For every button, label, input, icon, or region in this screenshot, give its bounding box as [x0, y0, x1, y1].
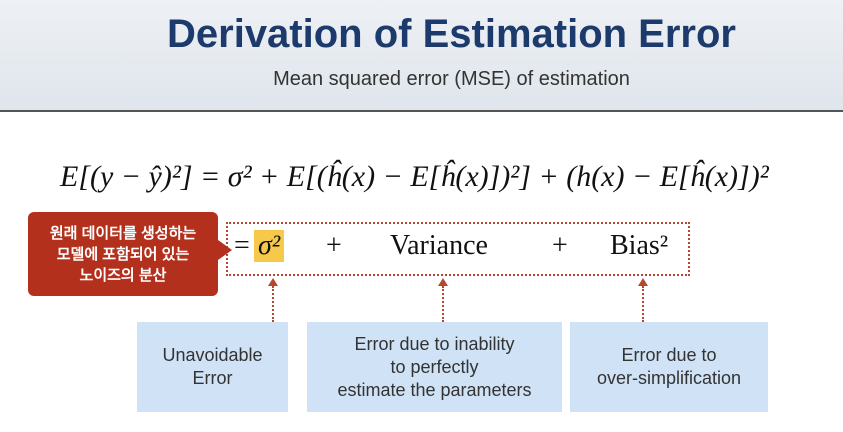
arrow — [268, 278, 278, 286]
explanation-box: Error due to inability to perfectly estima… — [307, 322, 562, 412]
plus: + — [326, 230, 342, 261]
text-line: over-simplification — [596, 368, 742, 388]
text-line: 노이즈의 분산 — [79, 266, 167, 284]
text-line: Error — [192, 368, 233, 388]
connector — [442, 286, 444, 322]
explanation-box: Unavoidable Error — [137, 322, 288, 412]
connector — [642, 286, 644, 322]
text-line: Unavoidable — [162, 345, 263, 365]
header — [0, 0, 843, 112]
text-line: to perfectly — [390, 356, 479, 377]
text-line: 원래 데이터를 생성하는 — [49, 224, 197, 242]
subtitle: Mean squared error (MSE) of estimation — [273, 68, 630, 90]
bias-term: Bias² — [610, 230, 669, 261]
connector — [272, 286, 274, 322]
text-line: Error due to inability — [354, 333, 515, 354]
equals: = — [234, 230, 250, 261]
text-line: Error due to — [621, 345, 717, 365]
text-line: estimate the parameters — [337, 379, 532, 400]
plus: + — [552, 230, 568, 261]
arrow — [638, 278, 648, 286]
arrow — [438, 278, 448, 286]
variance-term: Variance — [390, 230, 488, 261]
title: Derivation of Estimation Error — [167, 12, 736, 56]
explanation-box: Error due to over-simplification — [570, 322, 768, 412]
equation: E[(y − ŷ)²] = σ² + E[(ĥ(x) − E[ĥ(x)])²] … — [60, 160, 769, 193]
text-line: 모델에 포함되어 있는 — [56, 245, 190, 263]
noise-term: σ² — [254, 230, 285, 262]
